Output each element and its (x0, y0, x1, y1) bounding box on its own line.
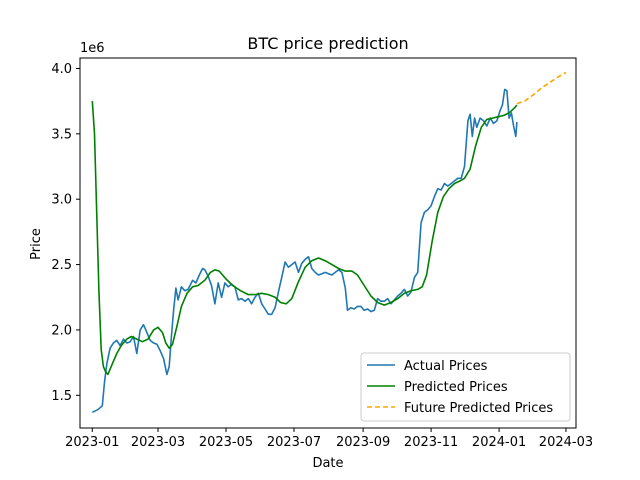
x-axis-label: Date (312, 456, 343, 471)
x-tick-label: 2024-01 (472, 435, 526, 450)
x-tick-label: 2023-05 (199, 435, 253, 450)
y-tick-label: 2.5 (51, 258, 72, 273)
y-tick-label: 3.5 (51, 127, 72, 142)
y-offset-label: 1e6 (80, 41, 105, 56)
y-tick-label: 3.0 (51, 193, 72, 208)
x-tick-label: 2023-11 (404, 435, 458, 450)
y-tick-label: 1.5 (51, 389, 72, 404)
x-tick-label: 2024-03 (539, 435, 593, 450)
y-tick-label: 2.0 (51, 323, 72, 338)
x-tick-label: 2023-07 (267, 435, 321, 450)
chart-title: BTC price prediction (247, 34, 408, 53)
axes-frame (79, 57, 577, 429)
axis-ticks: 2023-01 2023-03 2023-05 2023-07 2023-09 2023-… (51, 62, 593, 450)
series-line-future-predicted-prices (516, 71, 567, 105)
x-tick-label: 2023-01 (65, 435, 119, 450)
x-tick-label: 2023-09 (336, 435, 390, 450)
y-tick-label: 4.0 (51, 62, 72, 77)
x-tick-label: 2023-03 (131, 435, 185, 450)
legend: Actual Prices Predicted Prices Future Pr… (360, 352, 571, 422)
legend-label-predicted: Predicted Prices (404, 380, 508, 395)
legend-label-future: Future Predicted Prices (404, 401, 553, 416)
legend-box (360, 352, 571, 422)
series-line-predicted-prices (91, 101, 518, 376)
plot-area (91, 71, 567, 414)
y-axis-label: Price (29, 228, 44, 260)
legend-label-actual: Actual Prices (404, 359, 488, 374)
